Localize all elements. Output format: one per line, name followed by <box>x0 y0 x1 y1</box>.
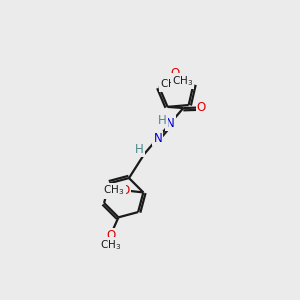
Text: H: H <box>158 114 167 127</box>
Text: O: O <box>106 229 116 242</box>
Text: CH$_3$: CH$_3$ <box>160 77 181 91</box>
Text: N: N <box>154 132 162 145</box>
Text: CH$_3$: CH$_3$ <box>172 74 193 88</box>
Text: N: N <box>166 117 175 130</box>
Text: O: O <box>120 184 130 197</box>
Text: O: O <box>197 101 206 114</box>
Text: CH$_3$: CH$_3$ <box>103 184 124 197</box>
Text: O: O <box>171 67 180 80</box>
Text: CH$_3$: CH$_3$ <box>100 238 122 252</box>
Text: H: H <box>135 143 144 156</box>
